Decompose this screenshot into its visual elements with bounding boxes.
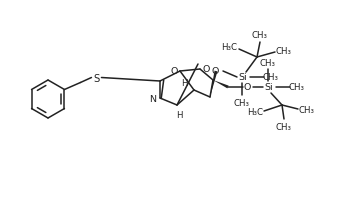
Text: O: O xyxy=(170,66,178,75)
Text: CH₃: CH₃ xyxy=(263,73,279,82)
Text: CH₃: CH₃ xyxy=(252,31,268,40)
Text: Si: Si xyxy=(265,83,273,92)
Text: Si: Si xyxy=(239,73,247,82)
Text: CH₃: CH₃ xyxy=(276,122,292,131)
Polygon shape xyxy=(213,81,229,89)
Polygon shape xyxy=(210,71,217,98)
Text: H: H xyxy=(181,78,187,87)
Text: H₃C: H₃C xyxy=(221,42,237,51)
Text: CH₃: CH₃ xyxy=(234,98,250,107)
Text: O: O xyxy=(202,65,210,74)
Text: H: H xyxy=(176,111,182,120)
Text: H₃C: H₃C xyxy=(247,108,263,117)
Text: CH₃: CH₃ xyxy=(276,46,292,55)
Text: N: N xyxy=(149,94,156,103)
Text: O: O xyxy=(243,82,251,91)
Text: CH₃: CH₃ xyxy=(299,106,315,115)
Text: CH₃: CH₃ xyxy=(289,83,305,92)
Text: CH₃: CH₃ xyxy=(260,58,276,67)
Text: O: O xyxy=(211,66,219,75)
Text: S: S xyxy=(93,73,100,83)
